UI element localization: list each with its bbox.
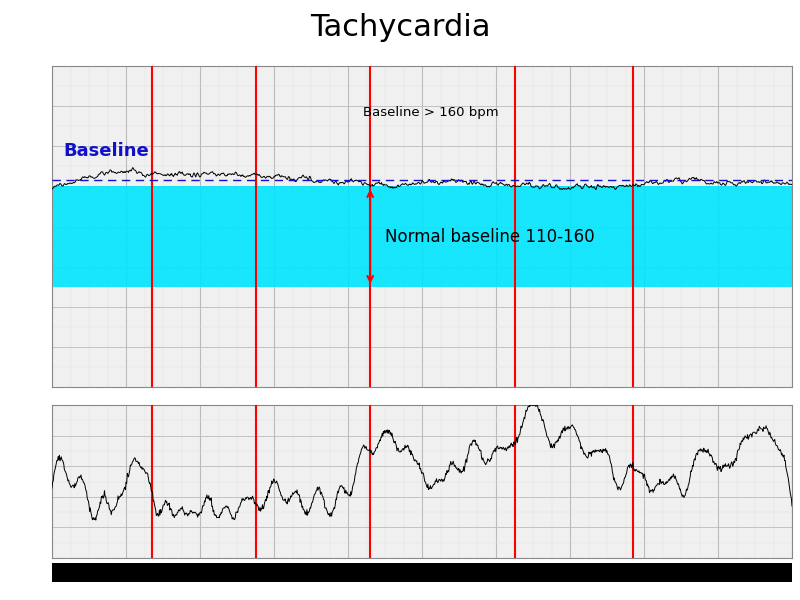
Text: Tachycardia: Tachycardia (310, 13, 490, 41)
Bar (52, 187, 792, 287)
Text: Baseline > 160 bpm: Baseline > 160 bpm (363, 106, 498, 119)
Text: Normal baseline 110-160: Normal baseline 110-160 (385, 227, 594, 245)
Text: Baseline: Baseline (63, 142, 149, 160)
